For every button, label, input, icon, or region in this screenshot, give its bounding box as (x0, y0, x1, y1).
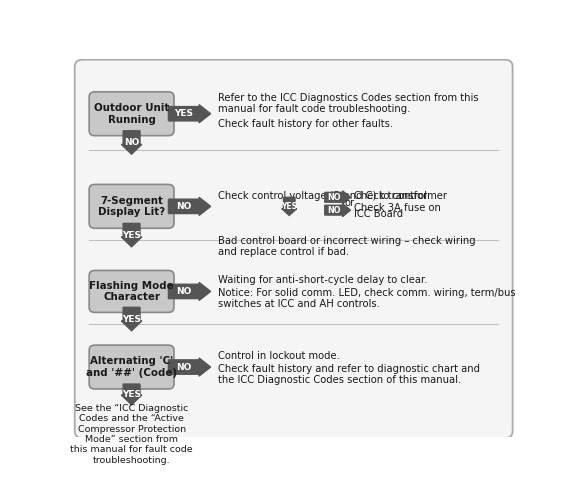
Text: Check 3A fuse on: Check 3A fuse on (354, 202, 441, 213)
Text: Refer to the ICC Diagnostics Codes section from this: Refer to the ICC Diagnostics Codes secti… (218, 93, 479, 103)
Text: Flashing Mode
Character: Flashing Mode Character (89, 281, 174, 302)
Polygon shape (121, 384, 142, 405)
Text: NO: NO (327, 206, 340, 215)
Polygon shape (168, 358, 211, 376)
Text: See the “ICC Diagnostic
Codes and the “Active
Compressor Protection
Mode” sectio: See the “ICC Diagnostic Codes and the “A… (70, 404, 193, 464)
Text: YES: YES (122, 390, 141, 399)
Text: YES: YES (174, 109, 193, 118)
FancyBboxPatch shape (89, 271, 174, 312)
Polygon shape (325, 204, 351, 217)
Text: Bad control board or incorrect wiring – check wiring: Bad control board or incorrect wiring – … (218, 236, 476, 246)
Text: YES: YES (281, 202, 297, 211)
Text: Check transformer: Check transformer (354, 191, 446, 201)
Text: manual for fault code troubleshooting.: manual for fault code troubleshooting. (218, 104, 410, 114)
Text: NO: NO (176, 287, 191, 296)
Text: and replace control if bad.: and replace control if bad. (218, 247, 350, 257)
Text: Waiting for anti-short-cycle delay to clear.: Waiting for anti-short-cycle delay to cl… (218, 275, 427, 285)
Text: Outdoor Unit
Running: Outdoor Unit Running (94, 103, 169, 125)
Text: NO: NO (124, 138, 139, 147)
Polygon shape (325, 191, 351, 204)
FancyBboxPatch shape (74, 60, 513, 438)
Text: Check fault history and refer to diagnostic chart and: Check fault history and refer to diagnos… (218, 364, 480, 374)
FancyBboxPatch shape (89, 345, 174, 389)
Text: ICC Board: ICC Board (354, 209, 403, 218)
Text: NO: NO (327, 193, 340, 202)
Polygon shape (121, 223, 142, 247)
Polygon shape (168, 282, 211, 300)
Text: YES: YES (122, 231, 141, 240)
FancyBboxPatch shape (89, 92, 174, 136)
Polygon shape (121, 131, 142, 154)
Text: switches at ICC and AH controls.: switches at ICC and AH controls. (218, 300, 380, 309)
Polygon shape (121, 307, 142, 331)
Text: 7-Segment
Display Lit?: 7-Segment Display Lit? (98, 195, 165, 217)
Text: NO: NO (176, 362, 191, 372)
Text: the ICC Diagnostic Codes section of this manual.: the ICC Diagnostic Codes section of this… (218, 375, 461, 385)
Text: Check control voltage (R and C) to control.: Check control voltage (R and C) to contr… (218, 191, 430, 201)
Text: YES: YES (122, 315, 141, 324)
FancyBboxPatch shape (89, 185, 174, 228)
Text: or: or (345, 197, 355, 208)
Text: Alternating 'C'
and '##' (Code): Alternating 'C' and '##' (Code) (86, 356, 177, 378)
Polygon shape (282, 197, 297, 216)
Text: Control in lockout mode.: Control in lockout mode. (218, 351, 340, 361)
Text: NO: NO (176, 202, 191, 211)
Text: Notice: For solid comm. LED, check comm. wiring, term/bus: Notice: For solid comm. LED, check comm.… (218, 288, 516, 298)
Polygon shape (168, 197, 211, 216)
Text: Check fault history for other faults.: Check fault history for other faults. (218, 119, 393, 129)
Polygon shape (168, 105, 211, 123)
